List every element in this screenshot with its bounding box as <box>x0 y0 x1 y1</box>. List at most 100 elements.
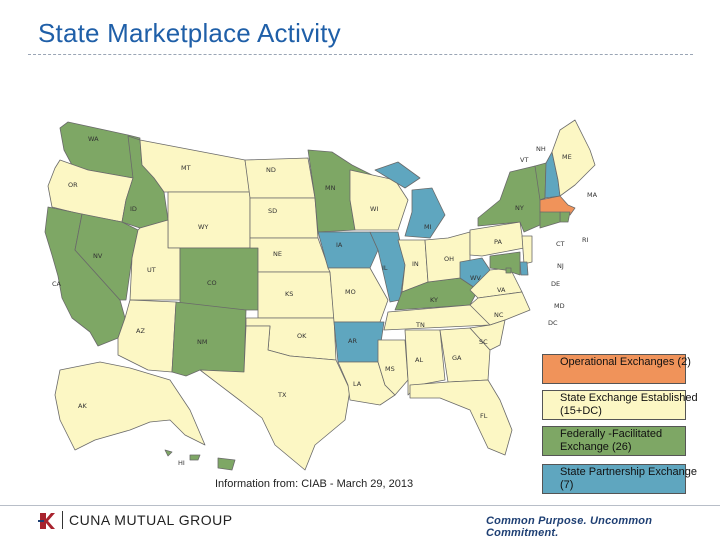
company-tagline: Common Purpose. Uncommon Commitment. <box>486 515 653 539</box>
label-nm: NM <box>197 338 207 346</box>
label-ia: IA <box>336 241 343 249</box>
label-de: DE <box>551 280 560 288</box>
page-title: State Marketplace Activity <box>38 18 341 48</box>
label-id: ID <box>130 205 137 213</box>
label-co: CO <box>207 279 217 287</box>
label-ri: RI <box>582 236 589 244</box>
state-mi[interactable] <box>374 161 446 239</box>
label-pa: PA <box>494 238 503 246</box>
state-sc[interactable] <box>469 319 506 351</box>
label-nj: NJ <box>557 262 564 270</box>
state-labels: WA OR CA NV ID MT WY UT CO AZ NM ND SD N… <box>52 135 598 467</box>
label-sc: SC <box>479 338 488 346</box>
label-nv: NV <box>93 252 103 260</box>
label-nh: NH <box>536 145 546 153</box>
state-ct[interactable] <box>539 211 561 229</box>
label-ar: AR <box>348 337 357 345</box>
label-nc: NC <box>494 311 504 319</box>
legend-swatch-state-exchange <box>542 390 686 420</box>
label-ne: NE <box>273 250 282 258</box>
legend-swatch-partnership <box>542 464 686 494</box>
state-mo[interactable] <box>327 267 389 323</box>
label-me: ME <box>562 153 572 161</box>
label-md: MD <box>554 302 565 310</box>
label-ut: UT <box>147 266 156 274</box>
state-ny[interactable] <box>477 165 546 233</box>
legend-swatch-federal <box>542 426 686 456</box>
state-co[interactable] <box>179 247 259 311</box>
label-oh: OH <box>444 255 454 263</box>
label-in: IN <box>412 260 419 268</box>
label-mo: MO <box>345 288 356 296</box>
state-fl[interactable] <box>409 379 513 456</box>
state-nd[interactable] <box>244 157 316 199</box>
state-md[interactable] <box>489 251 521 276</box>
state-sd[interactable] <box>249 197 319 239</box>
source-note: Information from: CIAB - March 29, 2013 <box>215 478 414 490</box>
legend-swatch-operational <box>542 354 686 384</box>
label-ca: CA <box>52 280 62 288</box>
label-tx: TX <box>277 391 287 399</box>
label-fl: FL <box>480 412 488 420</box>
logo-separator <box>62 511 63 529</box>
state-ms[interactable] <box>377 339 409 396</box>
company-logo-text: CUNA MUTUAL GROUP <box>69 512 233 528</box>
legend-label-state-exchange: State Exchange Established (15+DC) <box>560 392 698 417</box>
title-divider <box>28 54 693 55</box>
label-wa: WA <box>88 135 99 143</box>
state-ak[interactable] <box>54 361 206 451</box>
label-mt: MT <box>181 164 191 172</box>
state-nm[interactable] <box>171 301 247 377</box>
label-ky: KY <box>430 296 438 304</box>
state-de[interactable] <box>519 261 529 276</box>
state-tx[interactable] <box>199 325 351 471</box>
cuna-logo-icon <box>38 513 55 529</box>
state-wy[interactable] <box>167 191 251 249</box>
legend-label-federal: Federally -Facilitated Exchange (26) <box>560 428 663 453</box>
state-nv[interactable] <box>74 213 139 301</box>
label-hi: HI <box>178 459 185 467</box>
legend-label-partnership: State Partnership Exchange (7) <box>560 466 697 491</box>
label-ga: GA <box>452 354 462 362</box>
label-wv: WV <box>470 274 481 282</box>
label-mn: MN <box>325 184 336 192</box>
label-wi: WI <box>370 205 378 213</box>
label-ks: KS <box>285 290 293 298</box>
state-az[interactable] <box>117 299 177 373</box>
label-tn: TN <box>415 321 425 329</box>
label-nd: ND <box>266 166 276 174</box>
state-pa[interactable] <box>469 221 525 257</box>
state-nj[interactable] <box>521 235 533 265</box>
label-ms: MS <box>385 365 395 373</box>
label-or: OR <box>68 181 78 189</box>
label-vt: VT <box>520 156 528 164</box>
label-la: LA <box>353 380 362 388</box>
state-shapes <box>44 119 596 471</box>
state-me[interactable] <box>551 119 596 197</box>
label-wy: WY <box>198 223 208 231</box>
state-ia[interactable] <box>317 231 379 269</box>
label-ak: AK <box>78 402 87 410</box>
label-ny: NY <box>515 204 524 212</box>
label-sd: SD <box>268 207 277 215</box>
state-ri[interactable] <box>559 211 571 223</box>
label-mi: MI <box>424 223 432 231</box>
state-dc[interactable] <box>505 267 512 274</box>
legend-label-operational: Operational Exchanges (2) <box>560 356 691 368</box>
label-va: VA <box>497 286 506 294</box>
label-al: AL <box>415 356 423 364</box>
state-ks[interactable] <box>257 271 335 319</box>
footer-divider <box>0 505 720 506</box>
label-dc: DC <box>548 319 558 327</box>
label-ma: MA <box>587 191 598 199</box>
state-ar[interactable] <box>333 321 385 363</box>
state-hi[interactable] <box>164 449 236 471</box>
state-va[interactable] <box>469 267 523 299</box>
label-az: AZ <box>136 327 145 335</box>
label-il: IL <box>382 264 388 272</box>
state-ga[interactable] <box>439 327 491 383</box>
state-ne[interactable] <box>249 237 331 273</box>
label-ct: CT <box>556 240 565 248</box>
label-ok: OK <box>297 332 307 340</box>
